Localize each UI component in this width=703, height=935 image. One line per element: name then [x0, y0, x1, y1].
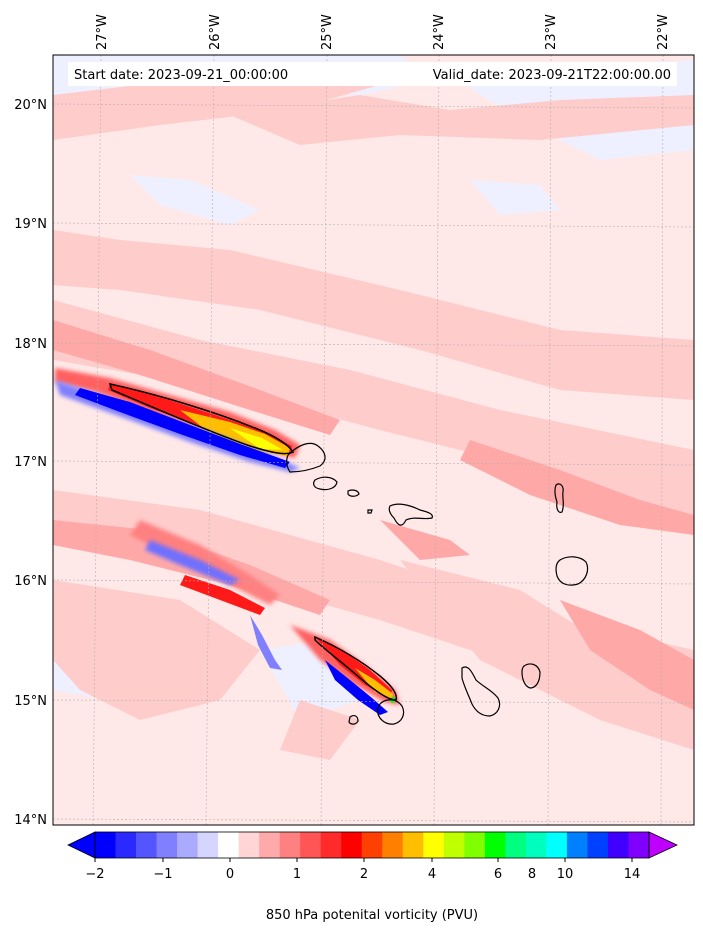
colorbar-swatch	[341, 832, 363, 858]
colorbar-swatch	[566, 832, 588, 858]
lon-label: 23°W	[544, 14, 559, 50]
colorbar-swatch	[136, 832, 158, 858]
colorbar-swatch	[484, 832, 506, 858]
colorbar-swatch	[279, 832, 301, 858]
island-boa-vista	[555, 556, 589, 586]
graticule	[53, 55, 694, 825]
lon-label: 22°W	[656, 14, 671, 50]
colorbar-tick-label: 6	[494, 867, 502, 882]
island-brava	[348, 715, 359, 725]
valid-date-label: Valid_date: 2023-09-21T22:00:00.00	[433, 68, 671, 83]
southern-pv-filament	[130, 520, 400, 715]
colorbar-swatch	[464, 832, 486, 858]
colorbar-tick-label: 1	[293, 867, 301, 882]
colorbar-swatch	[607, 832, 629, 858]
colorbar-segments	[95, 832, 650, 858]
lat-label: 14°N	[14, 813, 47, 828]
lon-label: 27°W	[95, 14, 110, 50]
map-plot-area	[53, 55, 694, 825]
latitude-labels: 20°N 19°N 18°N 17°N 16°N 15°N 14°N	[14, 98, 47, 828]
colorbar-swatch	[402, 832, 424, 858]
lat-label: 16°N	[14, 574, 47, 589]
colorbar-swatch	[238, 832, 260, 858]
lat-label: 19°N	[14, 217, 47, 232]
island-fogo	[377, 699, 405, 725]
lon-label: 24°W	[432, 14, 447, 50]
lon-label: 26°W	[208, 14, 223, 50]
colorbar-tick-label: −1	[153, 867, 172, 882]
lon-label: 25°W	[320, 14, 335, 50]
pv-contours	[108, 382, 398, 701]
lat-label: 20°N	[14, 98, 47, 113]
light-pink-bands	[53, 75, 694, 760]
colorbar-tick-label: 4	[428, 867, 436, 882]
colorbar-swatch	[156, 832, 178, 858]
colorbar-max-extend	[648, 831, 678, 859]
start-date-label: Start date: 2023-09-21_00:00:00	[74, 68, 288, 83]
colorbar-swatch	[320, 832, 342, 858]
colorbar-label: 850 hPa potenital vorticity (PVU)	[266, 908, 478, 923]
colorbar-tick-label: 14	[624, 867, 641, 882]
date-label-box	[68, 62, 677, 86]
longitude-labels: 27°W 26°W 25°W 24°W 23°W 22°W	[95, 14, 671, 50]
colorbar-tick-label: 8	[528, 867, 536, 882]
island-santo-antao	[286, 442, 326, 473]
colorbar-swatch	[382, 832, 404, 858]
colorbar-swatch	[546, 832, 568, 858]
colorbar-swatch	[423, 832, 445, 858]
colorbar-tick-label: 10	[557, 867, 574, 882]
colorbar-frame	[94, 831, 650, 859]
plot-frame	[52, 54, 695, 826]
colorbar-tick-label: −2	[85, 867, 104, 882]
island-sao-vicente	[313, 476, 338, 491]
colorbar-swatch	[505, 832, 527, 858]
colorbar-swatch	[177, 832, 199, 858]
island-maio	[521, 663, 541, 689]
island-sal	[554, 483, 564, 513]
coastlines	[286, 442, 589, 725]
island-santiago	[461, 666, 501, 717]
lat-label: 15°N	[14, 694, 47, 709]
island-sao-nicolau	[388, 503, 433, 526]
colorbar-tick-label: 0	[226, 867, 234, 882]
colorbar-swatch	[628, 832, 650, 858]
colorbar-swatch	[115, 832, 137, 858]
colorbar-tick-label: 2	[360, 867, 368, 882]
colorbar-swatch	[259, 832, 281, 858]
lat-label: 17°N	[14, 455, 47, 470]
colorbar-swatch	[95, 832, 117, 858]
colorbar-ticks: −2 −1 0 1 2 4 6 8 10 14	[85, 858, 640, 882]
island-santa-luzia	[347, 489, 360, 497]
colorbar-min-extend	[67, 831, 96, 859]
colorbar-swatch	[525, 832, 547, 858]
colorbar-swatch	[587, 832, 609, 858]
lat-label: 18°N	[14, 337, 47, 352]
island-raso	[367, 509, 373, 514]
northern-pv-filament	[55, 368, 300, 472]
colorbar: −2 −1 0 1 2 4 6 8 10 14 850 hPa potenita…	[67, 831, 678, 923]
colorbar-swatch	[300, 832, 322, 858]
colorbar-swatch	[218, 832, 240, 858]
colorbar-swatch	[361, 832, 383, 858]
colorbar-swatch	[197, 832, 219, 858]
colorbar-swatch	[443, 832, 465, 858]
